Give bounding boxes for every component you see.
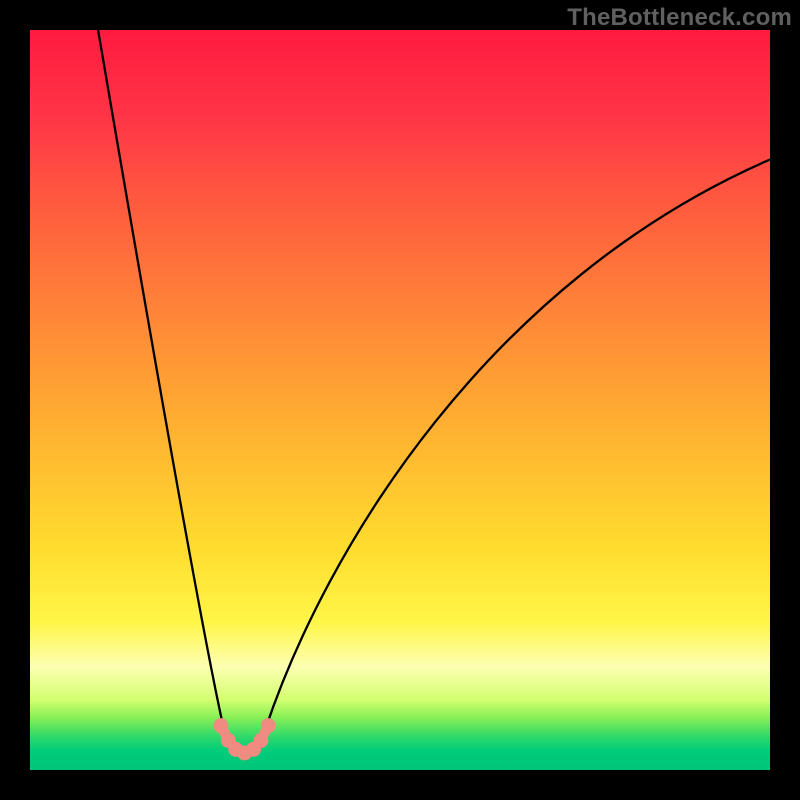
optimal-range-marker [213,718,228,733]
watermark-text: TheBottleneck.com [567,4,792,32]
optimal-range-marker [253,733,268,748]
gradient-background [30,30,770,770]
chart-svg [30,30,770,770]
chart-frame: TheBottleneck.com [0,0,800,800]
optimal-range-marker [261,718,276,733]
plot-area [30,30,770,770]
